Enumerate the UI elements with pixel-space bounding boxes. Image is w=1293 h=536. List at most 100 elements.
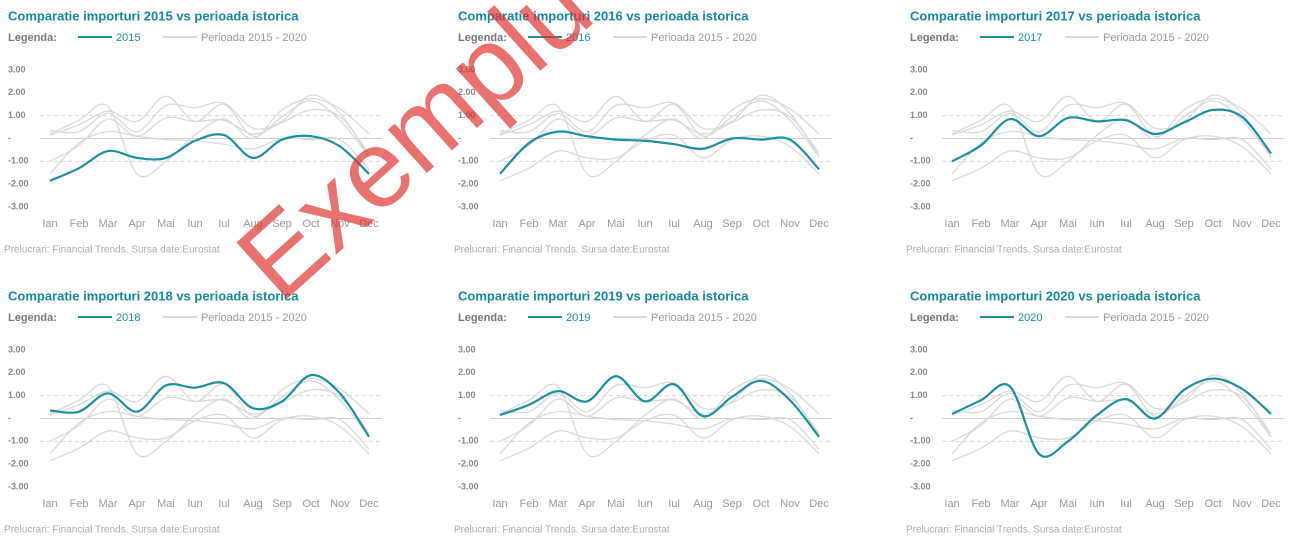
period-line: [49, 95, 370, 158]
period-line: [499, 94, 820, 158]
x-tick-label: Oct: [752, 498, 769, 510]
legend-label: 2015: [116, 32, 140, 44]
y-tick-label: 1.00: [458, 390, 476, 400]
x-tick-label: Iul: [668, 218, 680, 230]
x-tick-label: Iun: [1089, 498, 1104, 510]
x-tick-label: Apr: [578, 498, 595, 510]
x-tick-label: Ian: [944, 498, 959, 510]
period-line: [49, 413, 370, 462]
legend-title: Legenda:: [458, 32, 507, 44]
x-tick-label: Nov: [330, 498, 350, 510]
legend-label: Perioada 2015 - 2020: [201, 32, 307, 44]
y-tick-label: 3.00: [8, 344, 26, 354]
chart-panel: Comparatie importuri 2020 vs perioada is…: [906, 288, 1284, 536]
chart-panel: Comparatie importuri 2019 vs perioada is…: [454, 288, 832, 536]
chart-panel: Comparatie importuri 2015 vs perioada is…: [4, 8, 382, 256]
period-line: [499, 108, 820, 162]
y-tick-label: 2.00: [8, 367, 26, 377]
x-tick-label: Sep: [1174, 498, 1194, 510]
x-tick-label: Oct: [1204, 498, 1221, 510]
legend-label: Perioada 2015 - 2020: [651, 312, 757, 324]
y-tick-label: -: [910, 133, 913, 143]
period-line: [951, 413, 1272, 462]
period-line: [499, 413, 820, 462]
period-line: [49, 377, 370, 458]
y-tick-label: 1.00: [8, 390, 26, 400]
legend-label: 2016: [566, 32, 590, 44]
x-tick-label: Ian: [492, 218, 507, 230]
x-tick-label: Apr: [1030, 498, 1047, 510]
x-tick-label: Sep: [272, 218, 292, 230]
x-tick-label: Nov: [1232, 218, 1252, 230]
y-tick-label: -1.00: [8, 156, 29, 166]
x-tick-label: Apr: [128, 218, 145, 230]
x-tick-label: Ian: [42, 498, 57, 510]
x-tick-label: Feb: [972, 498, 991, 510]
legend-label: Perioada 2015 - 2020: [1103, 312, 1209, 324]
x-tick-label: Dec: [809, 498, 829, 510]
y-tick-label: 3.00: [458, 344, 476, 354]
x-tick-label: Mai: [607, 498, 625, 510]
legend-label: Perioada 2015 - 2020: [201, 312, 307, 324]
series-line: [499, 375, 820, 438]
x-tick-label: Feb: [520, 218, 539, 230]
x-tick-label: Mai: [1059, 218, 1077, 230]
period-line: [49, 108, 370, 162]
y-tick-label: -1.00: [458, 156, 479, 166]
y-tick-label: -3.00: [910, 481, 931, 491]
legend-label: 2018: [116, 312, 140, 324]
period-line: [499, 377, 820, 458]
x-tick-label: Iul: [668, 498, 680, 510]
legend-title: Legenda:: [8, 312, 57, 324]
period-line: [951, 133, 1272, 182]
source-note: Prelucrari: Financial Trends. Sursa date…: [906, 245, 1122, 256]
period-line: [49, 94, 370, 158]
x-tick-label: Mar: [99, 218, 118, 230]
period-line: [499, 410, 820, 455]
y-tick-label: 1.00: [910, 110, 928, 120]
y-tick-label: -3.00: [458, 481, 479, 491]
legend-title: Legenda:: [910, 32, 959, 44]
source-note: Prelucrari: Financial Trends. Sursa date…: [4, 525, 220, 536]
y-tick-label: -3.00: [458, 201, 479, 211]
x-tick-label: Mar: [549, 498, 568, 510]
legend-label: 2017: [1018, 32, 1042, 44]
x-tick-label: Dec: [809, 218, 829, 230]
chart-title: Comparatie importuri 2017 vs perioada is…: [910, 8, 1201, 23]
period-line: [499, 97, 820, 178]
x-tick-label: Nov: [780, 498, 800, 510]
x-tick-label: Aug: [243, 498, 263, 510]
period-line: [49, 97, 370, 178]
x-tick-label: Sep: [272, 498, 292, 510]
series-line: [49, 133, 370, 182]
y-tick-label: -3.00: [910, 201, 931, 211]
period-line: [49, 410, 370, 455]
x-tick-label: Iun: [187, 218, 202, 230]
y-tick-label: -1.00: [910, 156, 931, 166]
source-note: Prelucrari: Financial Trends. Sursa date…: [454, 245, 670, 256]
y-tick-label: 3.00: [458, 64, 476, 74]
x-tick-label: Aug: [693, 218, 713, 230]
x-tick-label: Iul: [218, 218, 230, 230]
x-tick-label: Ian: [42, 218, 57, 230]
period-line: [951, 94, 1272, 158]
x-tick-label: Sep: [1174, 218, 1194, 230]
x-tick-label: Nov: [1232, 498, 1252, 510]
x-tick-label: Feb: [972, 218, 991, 230]
period-line: [951, 374, 1272, 438]
y-tick-label: 1.00: [910, 390, 928, 400]
x-tick-label: Mar: [1001, 218, 1020, 230]
y-tick-label: -2.00: [458, 459, 479, 469]
period-line: [49, 130, 370, 175]
x-tick-label: Nov: [780, 218, 800, 230]
y-tick-label: -: [910, 413, 913, 423]
x-tick-label: Oct: [302, 218, 319, 230]
y-tick-label: -2.00: [8, 459, 29, 469]
x-tick-label: Mai: [607, 218, 625, 230]
x-tick-label: Oct: [302, 498, 319, 510]
x-tick-label: Ian: [492, 498, 507, 510]
x-tick-label: Iul: [218, 498, 230, 510]
source-note: Prelucrari: Financial Trends. Sursa date…: [454, 525, 670, 536]
x-tick-label: Mai: [1059, 498, 1077, 510]
